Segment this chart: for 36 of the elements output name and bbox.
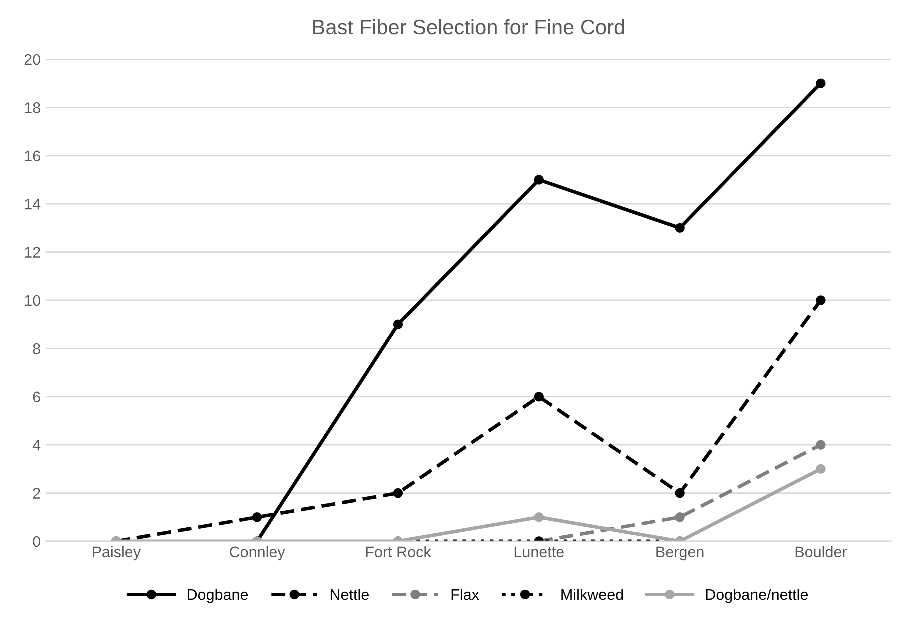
- point: [675, 512, 685, 522]
- point: [534, 512, 544, 522]
- y-tick-label: 6: [33, 392, 40, 403]
- y-tick-label: 16: [25, 150, 40, 162]
- y-tick-label: 8: [33, 344, 40, 354]
- point: [252, 512, 262, 522]
- x-tick-label: Boulder: [796, 546, 848, 558]
- y-tick-label: 2: [33, 488, 40, 499]
- y-tick-label: 4: [32, 440, 41, 451]
- legend-label: Nettle: [330, 588, 369, 600]
- x-tick-label: Lunette: [514, 546, 564, 558]
- point: [675, 223, 685, 234]
- point: [816, 296, 826, 306]
- y-tick-label: 0: [33, 536, 40, 548]
- x-tick-label: Paisley: [93, 546, 142, 561]
- y-tick-label: 14: [25, 199, 41, 210]
- chart-title: Bast Fiber Selection for Fine Cord: [314, 19, 624, 35]
- y-tick-label: 20: [24, 54, 40, 66]
- point: [816, 440, 826, 450]
- legend-label: Dogbane/nettle: [706, 588, 808, 604]
- x-tick-label: Fort Rock: [366, 546, 432, 558]
- point: [393, 488, 404, 498]
- y-tick-label: 18: [25, 102, 40, 114]
- x-tick-label: Bergen: [656, 546, 704, 561]
- y-tick-label: 12: [25, 247, 40, 258]
- point: [816, 464, 826, 474]
- point: [534, 175, 544, 185]
- point: [393, 320, 404, 330]
- x-tick-label: Connley: [230, 546, 286, 561]
- legend-label: Flax: [452, 588, 480, 600]
- legend-label: Milkweed: [562, 588, 624, 600]
- point: [534, 392, 544, 402]
- point: [816, 78, 826, 88]
- legend-label: Dogbane: [188, 588, 248, 604]
- y-tick-label: 10: [25, 295, 40, 306]
- point: [675, 488, 685, 498]
